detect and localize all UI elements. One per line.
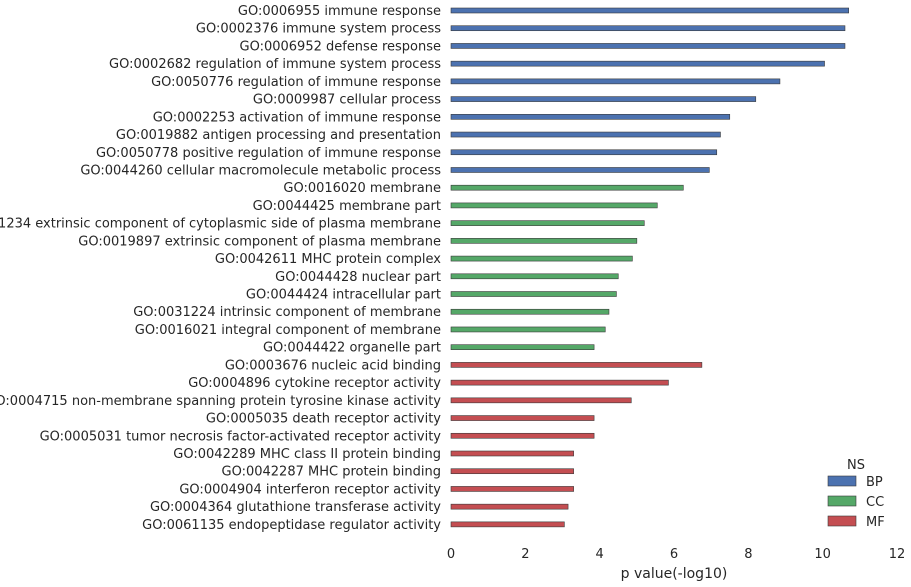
- category-label: GO:0044425 membrane part: [253, 199, 441, 214]
- category-label: GO:0061135 endopeptidase regulator activ…: [142, 518, 441, 533]
- bar-mf: [450, 503, 569, 510]
- bar-bp: [450, 25, 846, 32]
- category-label: GO:0019882 antigen processing and presen…: [116, 128, 441, 143]
- category-label: GO:0050778 positive regulation of immune…: [96, 146, 441, 161]
- category-label: GO:0044260 cellular macromolecule metabo…: [80, 163, 441, 178]
- category-label: GO:0016020 membrane: [283, 181, 441, 196]
- category-label: GO:0005031 tumor necrosis factor-activat…: [40, 429, 442, 444]
- category-label: GO:0002376 immune system process: [196, 22, 441, 37]
- bar-mf: [450, 415, 595, 421]
- bar-cc: [450, 220, 645, 226]
- bar-mf: [450, 379, 669, 386]
- bar-mf: [450, 521, 565, 528]
- legend-label-bp: BP: [866, 475, 883, 490]
- x-axis-ticks: 0 2 4 6 8 10 12: [447, 547, 905, 562]
- category-label: GO:0031234 extrinsic component of cytopl…: [0, 217, 441, 232]
- legend-title: NS: [847, 458, 865, 473]
- category-label: GO:0050776 regulation of immune response: [151, 75, 441, 90]
- legend: NS BP CC MF: [827, 458, 885, 530]
- category-label: GO:0004715 non-membrane spanning protein…: [0, 394, 441, 409]
- bar-bp: [450, 131, 721, 138]
- bar-mf: [450, 362, 703, 368]
- bar-mf: [450, 468, 574, 475]
- category-label: GO:0006955 immune response: [238, 4, 441, 19]
- bar-cc: [450, 326, 606, 333]
- bar-cc: [450, 184, 684, 191]
- legend-swatch-bp: [827, 475, 857, 487]
- x-tick-label: 10: [814, 547, 831, 562]
- legend-swatch-cc: [827, 495, 857, 507]
- category-label: GO:0044422 organelle part: [263, 341, 441, 356]
- category-label: GO:0042289 MHC class II protein binding: [173, 447, 441, 462]
- category-label: GO:0004904 interferon receptor activity: [179, 482, 441, 497]
- bar-mf: [450, 450, 574, 457]
- bar-bp: [450, 149, 718, 156]
- category-label: GO:0006952 defense response: [240, 39, 442, 54]
- category-label: GO:0019897 extrinsic component of plasma…: [78, 234, 441, 249]
- category-label: GO:0044424 intracellular part: [246, 288, 441, 303]
- category-label: GO:0042287 MHC protein binding: [222, 465, 442, 480]
- x-tick-label: 4: [596, 547, 604, 562]
- bar-bp: [450, 78, 781, 85]
- x-tick-label: 6: [670, 547, 678, 562]
- bar-bp: [450, 7, 849, 14]
- bars-layer: [450, 7, 849, 528]
- x-tick-label: 0: [447, 547, 455, 562]
- x-axis-title: p value(-log10): [621, 566, 728, 582]
- category-labels: GO:0006955 immune response GO:0002376 imm…: [0, 4, 441, 533]
- bar-bp: [450, 114, 731, 120]
- category-label: GO:0042611 MHC protein complex: [215, 252, 441, 267]
- category-label: GO:0003676 nucleic acid binding: [225, 358, 441, 373]
- bar-bp: [450, 96, 757, 102]
- x-tick-label: 8: [744, 547, 752, 562]
- x-tick-label: 2: [521, 547, 529, 562]
- bar-bp: [450, 43, 846, 49]
- category-label: GO:0002253 activation of immune response: [153, 110, 441, 125]
- bar-mf: [450, 486, 574, 492]
- bar-cc: [450, 308, 610, 315]
- legend-label-cc: CC: [866, 495, 884, 510]
- category-label: GO:0002682 regulation of immune system p…: [109, 57, 441, 72]
- bar-cc: [450, 238, 638, 244]
- bar-cc: [450, 202, 658, 209]
- bar-bp: [450, 60, 825, 67]
- category-label: GO:0031224 intrinsic component of membra…: [133, 305, 441, 320]
- bar-mf: [450, 432, 595, 439]
- category-label: GO:0009987 cellular process: [253, 93, 441, 108]
- legend-swatch-mf: [827, 515, 857, 527]
- legend-label-mf: MF: [866, 515, 885, 530]
- bar-cc: [450, 273, 619, 280]
- category-label: GO:0016021 integral component of membran…: [135, 323, 441, 338]
- bar-cc: [450, 255, 633, 262]
- legend-entries: BP CC MF: [827, 475, 885, 530]
- category-label: GO:0005035 death receptor activity: [206, 412, 441, 427]
- category-label: GO:0044428 nuclear part: [275, 270, 441, 285]
- bar-cc: [450, 344, 595, 350]
- x-tick-label: 12: [889, 547, 906, 562]
- bar-cc: [450, 291, 617, 297]
- bar-bp: [450, 167, 710, 173]
- bar-mf: [450, 397, 632, 404]
- category-label: GO:0004896 cytokine receptor activity: [188, 376, 441, 391]
- category-label: GO:0004364 glutathione transferase activ…: [150, 500, 441, 515]
